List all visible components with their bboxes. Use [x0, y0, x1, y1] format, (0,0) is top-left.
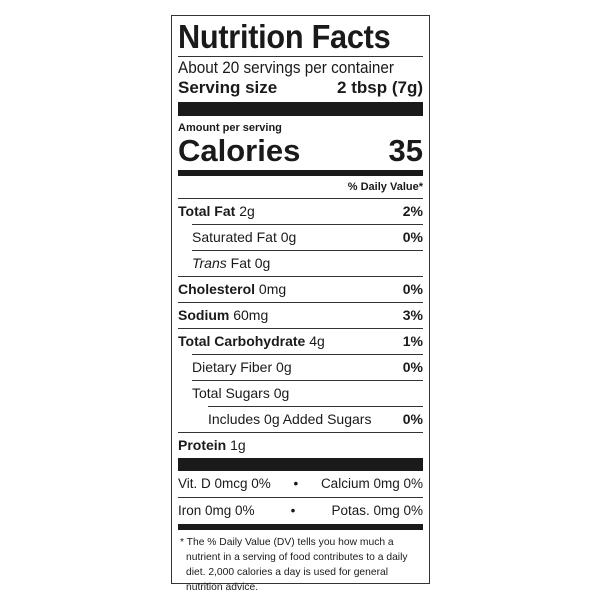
serving-size: Serving size 2 tbsp (7g)	[178, 78, 423, 98]
nutrient-dv: 0%	[402, 411, 423, 427]
nutrient-dv: 1%	[402, 333, 423, 349]
nutrient-amount: 0g	[254, 255, 271, 271]
nutrient-dv: 0%	[402, 359, 423, 375]
nutrient-name: Trans	[192, 255, 227, 271]
thick-divider	[178, 458, 423, 471]
nutrient-amount: 0g	[273, 385, 290, 401]
nutrient-amount: 60mg	[233, 307, 269, 323]
nutrient-name: Saturated Fat	[192, 229, 277, 245]
calories-value: 35	[388, 133, 423, 168]
nutrient-amount: 2g	[239, 203, 255, 219]
vitamin-row: Iron 0mg 0% • Potas. 0mg 0%	[178, 498, 423, 524]
vitamin-row: Vit. D 0mcg 0% • Calcium 0mg 0%	[178, 471, 423, 497]
nutrient-amount: 0g	[280, 229, 297, 245]
nutrient-row-trans-fat: Trans Fat 0g	[192, 250, 423, 276]
nutrient-amount: 1g	[230, 437, 246, 453]
nutrient-name: Total Sugars	[192, 385, 270, 401]
nutrient-name: Total Carbohydrate	[178, 333, 306, 349]
servings-per-container: About 20 servings per container	[178, 58, 395, 77]
nutrient-name: Sodium	[178, 307, 230, 323]
nutrient-name: Dietary Fiber	[192, 359, 273, 375]
nutrient-row-total-fat: Total Fat 2g 2%	[178, 198, 423, 224]
nutrient-dv: 0%	[402, 281, 423, 297]
nutrient-dv: 3%	[402, 307, 423, 323]
nutrient-name: Cholesterol	[178, 281, 256, 297]
nutrition-facts-label: Nutrition Facts About 20 servings per co…	[171, 15, 430, 593]
nutrient-row-added-sugars: Includes 0g Added Sugars 0%	[208, 406, 423, 432]
bullet: •	[293, 476, 299, 491]
footnote: * The % Daily Value (DV) tells you how m…	[180, 537, 408, 593]
iron: Iron 0mg 0%	[178, 503, 255, 518]
nutrient-row-saturated-fat: Saturated Fat 0g 0%	[192, 224, 423, 250]
medium-divider	[178, 524, 423, 530]
nutrient-row-total-sugars: Total Sugars 0g	[192, 380, 423, 406]
nutrient-row-sodium: Sodium 60mg 3%	[178, 302, 423, 328]
calories: Calories 35	[178, 134, 423, 168]
nutrient-name: Total Fat	[178, 203, 236, 219]
daily-value-header: % Daily Value*	[347, 181, 423, 193]
nutrient-name-suffix: Fat	[226, 255, 251, 271]
amount-per-serving: Amount per serving	[178, 122, 282, 134]
serving-size-value: 2 tbsp (7g)	[337, 78, 423, 97]
calories-label: Calories	[178, 133, 301, 168]
nutrient-name: Includes 0g Added Sugars	[208, 411, 372, 427]
nutrient-row-dietary-fiber: Dietary Fiber 0g 0%	[192, 354, 423, 380]
nutrient-row-total-carbohydrate: Total Carbohydrate 4g 1%	[178, 328, 423, 354]
divider	[178, 497, 423, 498]
medium-divider	[178, 170, 423, 176]
bullet: •	[290, 503, 296, 518]
nutrient-row-cholesterol: Cholesterol 0mg 0%	[178, 276, 423, 302]
serving-size-label: Serving size	[178, 78, 278, 97]
nutrient-amount: 0g	[276, 359, 292, 375]
nutrient-dv: 0%	[402, 229, 423, 245]
thick-divider	[178, 102, 423, 116]
nutrient-name: Protein	[178, 437, 227, 453]
potassium: Potas. 0mg 0%	[331, 503, 423, 518]
calcium: Calcium 0mg 0%	[320, 476, 423, 491]
vitamin-d: Vit. D 0mcg 0%	[178, 476, 271, 491]
nutrient-row-protein: Protein 1g	[178, 432, 423, 458]
nutrient-dv: 2%	[402, 203, 423, 219]
label-title: Nutrition Facts	[178, 18, 391, 55]
nutrient-amount: 0mg	[258, 281, 287, 297]
nutrient-amount: 4g	[309, 333, 325, 349]
divider	[178, 56, 423, 57]
